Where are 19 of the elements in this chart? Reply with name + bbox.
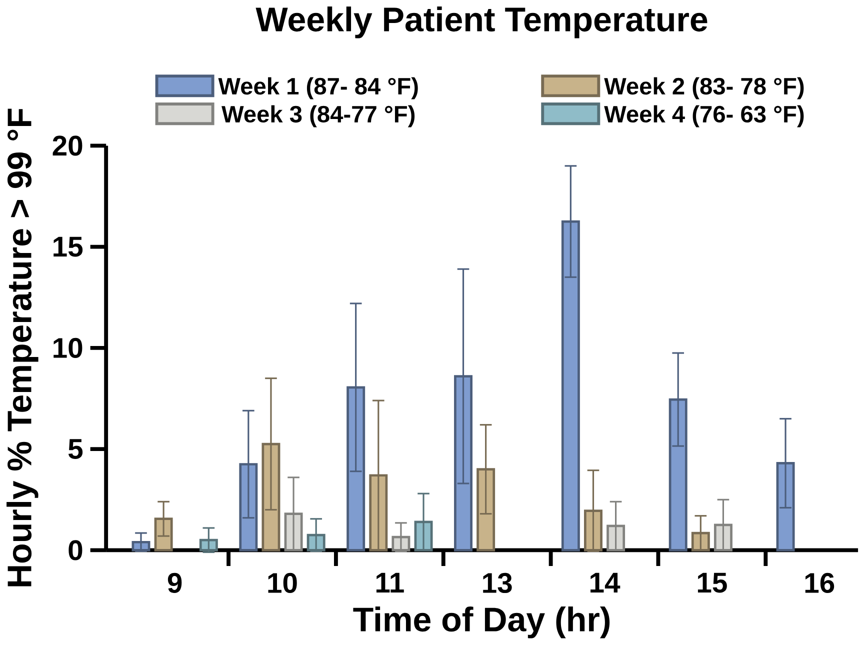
y-tick-label: 20: [52, 136, 82, 156]
x-tick-label: 10: [268, 572, 297, 594]
x-tick-label: 11: [376, 572, 404, 593]
x-tick-label: 13: [483, 572, 512, 594]
legend-label: Week 4 (76- 63 °F): [604, 105, 804, 128]
y-axis-title: Hourly % Temperature > 99 °F: [6, 108, 38, 586]
y-tick-label: 5: [68, 439, 83, 460]
legend-label: Week 1 (87- 84 °F): [218, 77, 418, 100]
y-tick-label: 15: [54, 236, 83, 257]
chart-title: Weekly Patient Temperature: [256, 6, 708, 38]
y-tick-label: 0: [68, 540, 82, 560]
x-tick-label: 15: [698, 572, 727, 593]
x-tick-label: 9: [168, 572, 182, 594]
legend-label: Week 3 (84-77 °F): [222, 105, 415, 128]
x-tick-label: 16: [805, 572, 834, 594]
y-tick-label: 10: [54, 338, 82, 358]
legend-label: Week 2 (83- 78 °F): [604, 77, 804, 100]
x-axis-title: Time of Day (hr): [353, 606, 610, 638]
x-tick-label: 14: [590, 572, 620, 593]
